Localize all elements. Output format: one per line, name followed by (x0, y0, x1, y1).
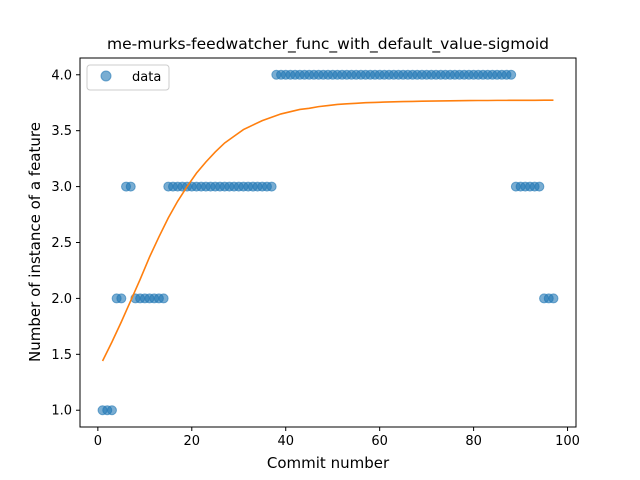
y-tick-label: 1.5 (51, 348, 72, 363)
data-point (126, 182, 135, 191)
x-tick-label: 60 (371, 434, 388, 449)
data-point (549, 294, 558, 303)
x-tick-label: 20 (184, 434, 201, 449)
y-tick-label: 3.5 (51, 124, 72, 139)
y-axis-label: Number of instance of a feature (26, 122, 44, 362)
data-point (535, 182, 544, 191)
data-point (267, 182, 276, 191)
data-point (159, 294, 168, 303)
x-axis-label: Commit number (267, 454, 390, 472)
y-tick-label: 2.5 (51, 236, 72, 251)
data-point (507, 70, 516, 79)
legend-marker (101, 71, 111, 81)
legend: data (87, 65, 169, 90)
x-tick-label: 80 (465, 434, 482, 449)
x-tick-label: 0 (94, 434, 102, 449)
y-tick-label: 4.0 (51, 68, 72, 83)
y-tick-label: 2.0 (51, 292, 72, 307)
legend-label-data: data (132, 70, 161, 85)
x-tick-label: 40 (277, 434, 294, 449)
chart-title: me-murks-feedwatcher_func_with_default_v… (107, 35, 549, 54)
y-tick-label: 3.0 (51, 180, 72, 195)
data-point (107, 406, 116, 415)
x-tick-label: 100 (555, 434, 580, 449)
y-tick-label: 1.0 (51, 404, 72, 419)
data-point (117, 294, 126, 303)
